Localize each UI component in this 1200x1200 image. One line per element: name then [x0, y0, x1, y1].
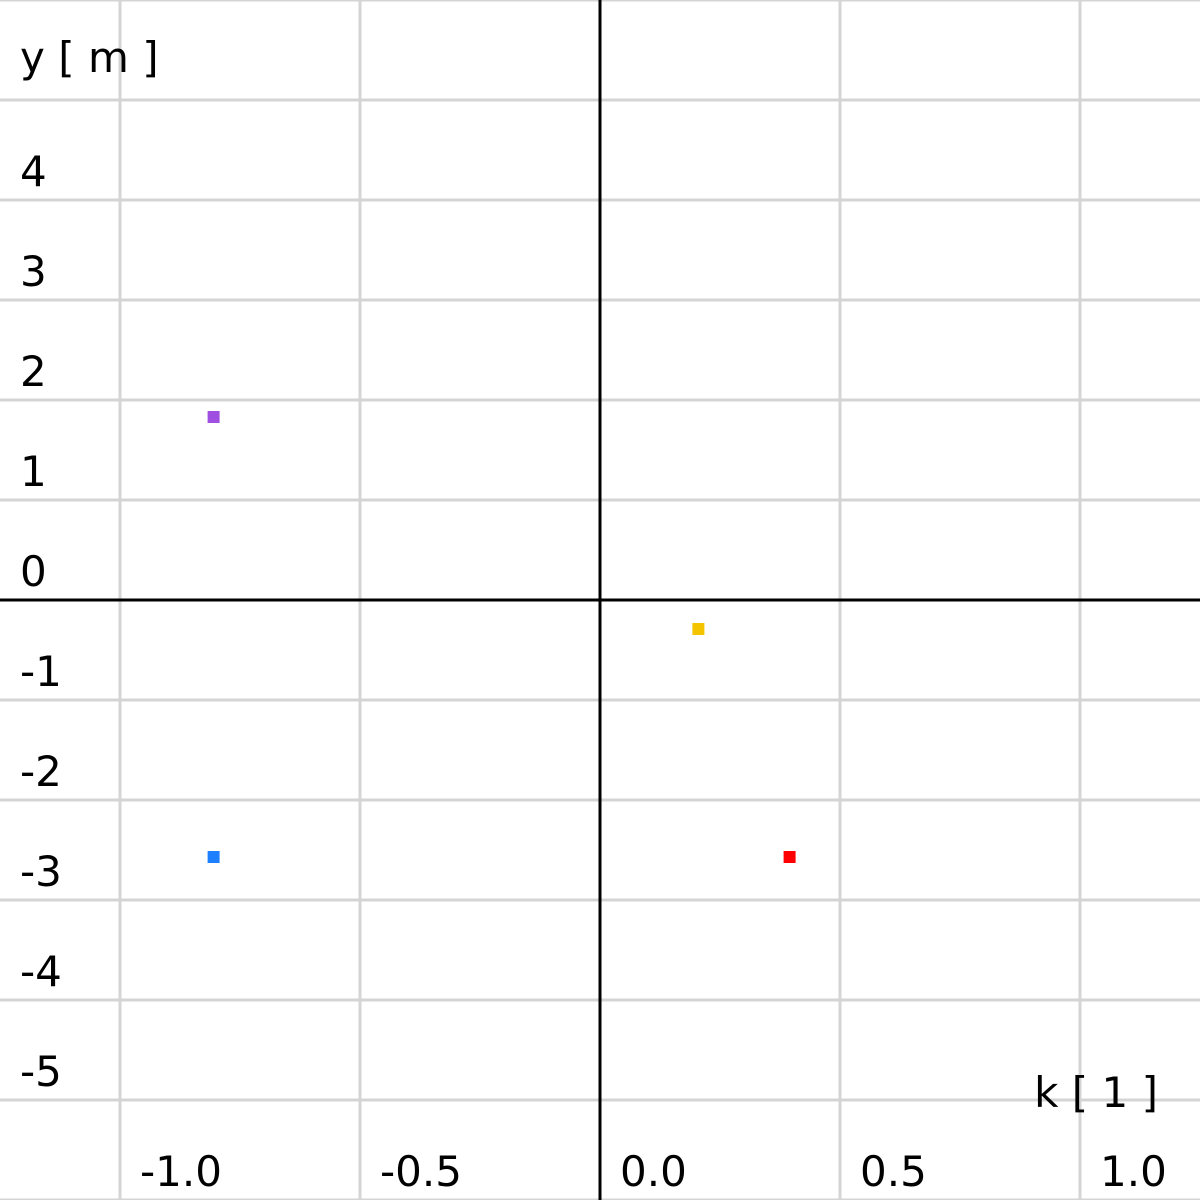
y-tick-label: 0 [20, 547, 47, 596]
x-axis-title: k [ 1 ] [1034, 1068, 1158, 1117]
x-tick-label: 0.5 [860, 1147, 927, 1196]
y-tick-label: -5 [20, 1047, 62, 1096]
data-point [207, 851, 220, 863]
y-tick-label: -3 [20, 847, 62, 896]
y-tick-label: 3 [20, 247, 47, 296]
y-tick-label: -4 [20, 947, 62, 996]
y-tick-label: -2 [20, 747, 62, 796]
data-point [207, 411, 220, 423]
y-axis-title: y [ m ] [20, 33, 159, 82]
y-tick-label: -1 [20, 647, 62, 696]
data-point [783, 851, 796, 863]
tick-labels: -1.0 -0.5 0.0 0.5 1.0 4 3 2 1 0 -1 -2 -3 -4 -5 [20, 147, 1167, 1196]
x-tick-label: -1.0 [140, 1147, 222, 1196]
x-tick-label: -0.5 [380, 1147, 462, 1196]
y-tick-label: 4 [20, 147, 47, 196]
x-tick-label: 0.0 [620, 1147, 687, 1196]
data-point [692, 623, 705, 635]
data-points [207, 411, 796, 863]
y-tick-label: 2 [20, 347, 47, 396]
y-tick-label: 1 [20, 447, 47, 496]
x-tick-label: 1.0 [1100, 1147, 1167, 1196]
